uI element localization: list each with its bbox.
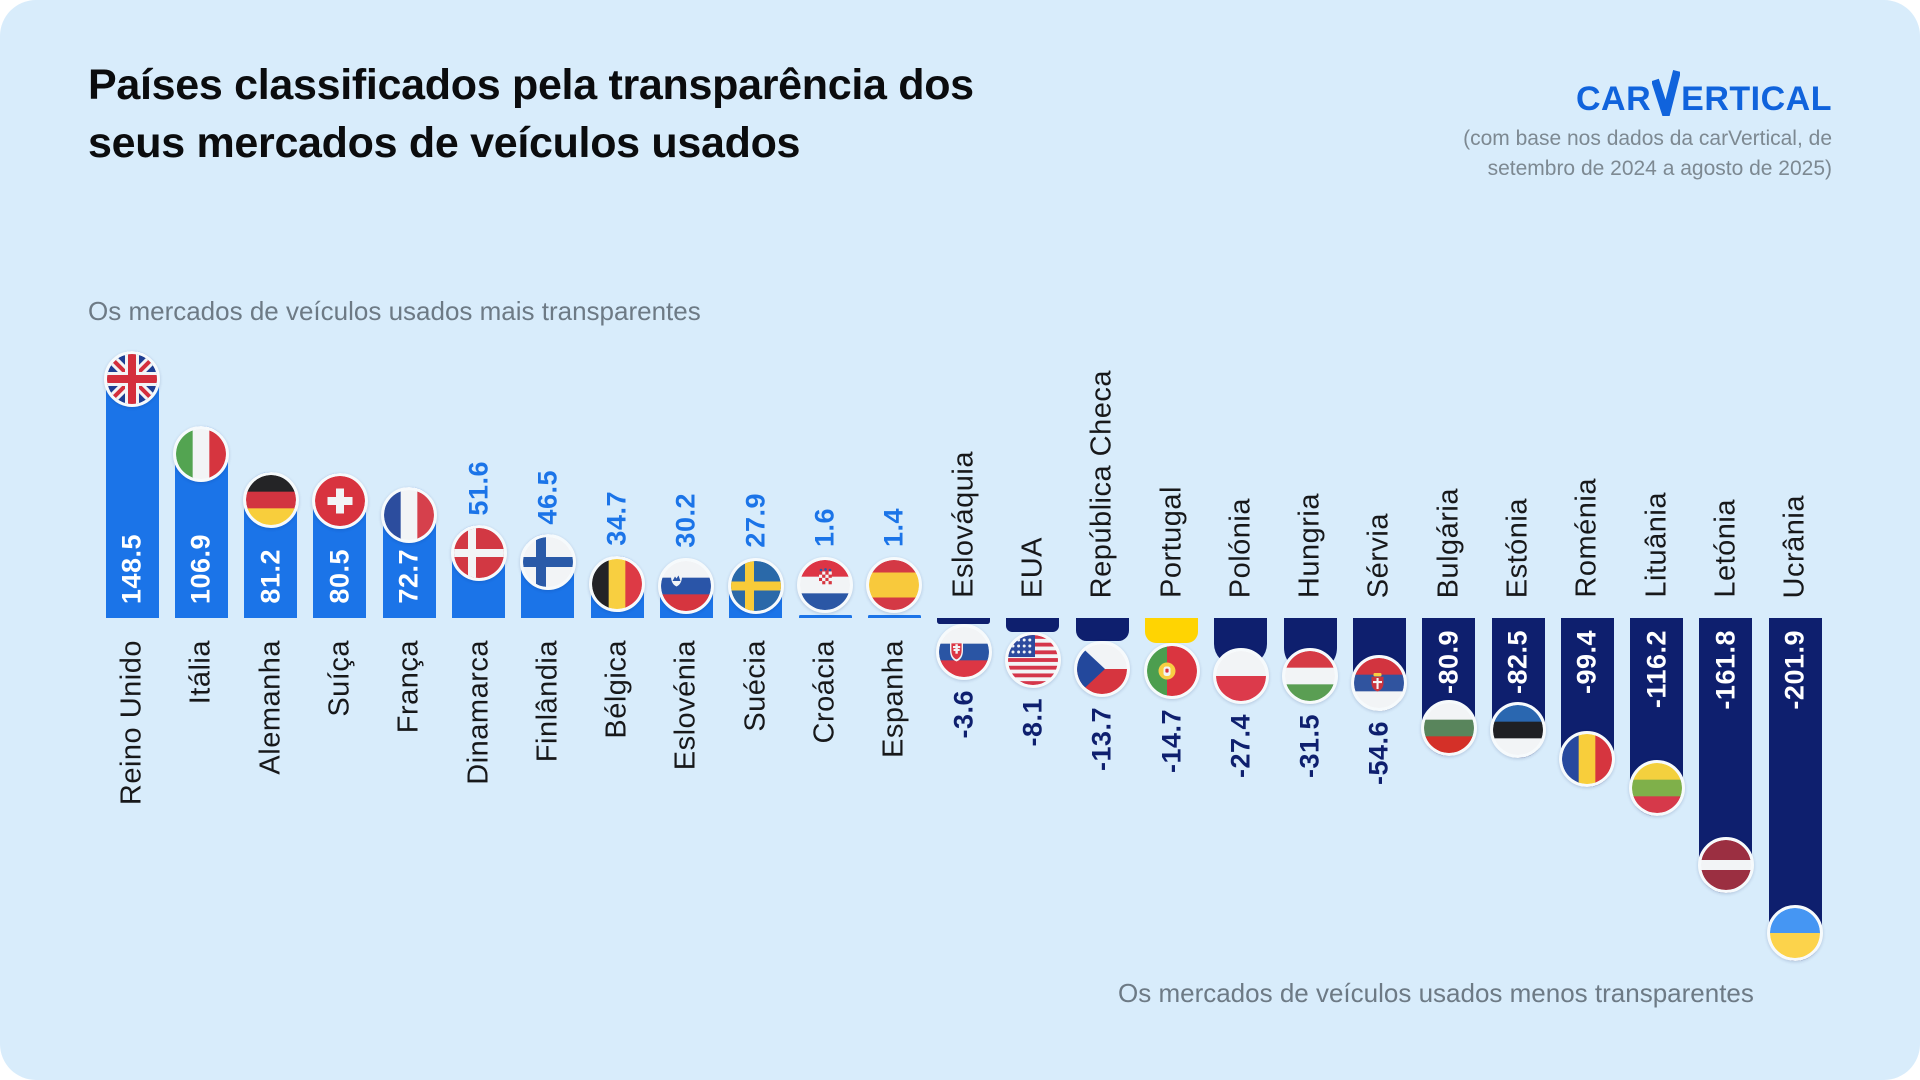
rs-flag-icon (1351, 654, 1408, 711)
sk-flag-icon (935, 624, 992, 681)
pt-flag-icon (1143, 642, 1200, 699)
logo-text-suffix: ERTICAL (1681, 80, 1832, 118)
value-label-espanha: 1.4 (878, 507, 909, 547)
se-flag-icon (727, 558, 784, 614)
country-label-romenia: Roménia (1570, 478, 1603, 598)
us-flag-icon (1004, 631, 1061, 688)
country-label-suecia: Suécia (739, 640, 772, 732)
lt-flag-icon (1628, 759, 1685, 816)
page-title-line2: seus mercados de veículos usados (88, 119, 801, 167)
country-label-eslovenia: Eslovénia (669, 640, 702, 771)
de-flag-icon (242, 471, 299, 528)
least-transparent-label: Os mercados de veículos usados menos tra… (1118, 978, 1754, 1008)
value-label-suica: 80.5 (324, 549, 355, 604)
value-label-italia: 106.9 (185, 533, 216, 604)
ua-flag-icon (1767, 905, 1824, 962)
value-label-eslovaquia: -3.6 (948, 690, 979, 739)
value-label-croacia: 1.6 (809, 507, 840, 547)
country-label-eslovaquia: Eslováquia (947, 451, 980, 598)
page-title: Países classificados pela transparência … (88, 56, 974, 172)
bar-croacia (798, 615, 852, 618)
ee-flag-icon (1490, 702, 1546, 759)
country-label-dinamarca: Dinamarca (462, 640, 494, 785)
country-label-finlandia: Finlândia (531, 640, 564, 763)
value-label-letonia: -161.8 (1710, 630, 1741, 710)
bar-portugal (1145, 618, 1198, 643)
cz-flag-icon (1074, 641, 1131, 698)
country-label-letonia: Letónia (1709, 499, 1742, 598)
value-label-dinamarca: 51.6 (463, 460, 493, 516)
data-source-note-line2: setembro de 2024 a agosto de 2025) (1487, 157, 1832, 180)
value-label-eslovenia: 30.2 (670, 493, 701, 548)
value-label-hungria: -31.5 (1294, 714, 1325, 779)
country-label-italia: Itália (184, 640, 217, 705)
carvertical-logo: CAR ERTICAL (1576, 70, 1832, 116)
country-label-polonia: Polónia (1224, 497, 1257, 598)
country-label-republica-checa: República Checa (1085, 369, 1118, 598)
value-label-servia: -54.6 (1363, 720, 1394, 785)
country-label-franca: França (392, 640, 425, 734)
bar-republica-checa (1075, 618, 1129, 642)
value-label-lituania: -116.2 (1641, 630, 1672, 709)
value-label-suecia: 27.9 (740, 493, 771, 548)
country-label-alemanha: Alemanha (254, 640, 287, 775)
country-label-ucrania: Ucrânia (1778, 494, 1811, 598)
value-label-franca: 72.7 (393, 549, 424, 604)
be-flag-icon (589, 555, 646, 612)
logo-text-prefix: CAR (1576, 80, 1652, 118)
country-label-portugal: Portugal (1155, 485, 1187, 598)
country-label-eua: EUA (1016, 536, 1049, 598)
bg-flag-icon (1420, 699, 1477, 756)
value-label-alemanha: 81.2 (255, 549, 286, 604)
value-label-bulgaria: -80.9 (1433, 630, 1464, 695)
fi-flag-icon (519, 534, 576, 591)
country-label-bulgaria: Bulgária (1432, 487, 1465, 598)
page-title-line1: Países classificados pela transparência … (88, 61, 974, 109)
country-label-suica: Suíça (323, 640, 356, 717)
country-label-reino-unido: Reino Unido (115, 640, 148, 806)
lv-flag-icon (1697, 837, 1754, 894)
country-label-espanha: Espanha (877, 640, 910, 758)
si-flag-icon (658, 558, 715, 614)
most-transparent-label: Os mercados de veículos usados mais tran… (88, 296, 701, 326)
country-label-estonia: Estónia (1501, 497, 1534, 598)
value-label-polonia: -27.4 (1225, 714, 1256, 779)
value-label-reino-unido: 148.5 (116, 533, 147, 604)
bar-eua (1006, 618, 1060, 632)
data-source-note: (com base nos dados da carVertical, de s… (1463, 124, 1832, 184)
value-label-portugal: -14.7 (1156, 708, 1186, 774)
value-label-finlandia: 46.5 (532, 469, 563, 525)
bar-ucrania (1768, 618, 1822, 962)
country-label-belgica: Bélgica (600, 640, 633, 739)
data-source-note-line1: (com base nos dados da carVertical, de (1463, 127, 1832, 150)
hu-flag-icon (1282, 648, 1339, 704)
dk-flag-icon (450, 525, 507, 582)
value-label-estonia: -82.5 (1502, 630, 1533, 695)
fr-flag-icon (381, 487, 438, 544)
value-label-eua: -8.1 (1017, 697, 1048, 747)
gb-flag-icon (104, 350, 160, 407)
ro-flag-icon (1559, 730, 1616, 787)
logo-check-v-icon (1652, 70, 1681, 116)
country-label-croacia: Croácia (808, 640, 841, 744)
ch-flag-icon (311, 473, 368, 530)
es-flag-icon (866, 557, 923, 613)
value-label-ucrania: -201.9 (1779, 630, 1810, 710)
country-label-lituania: Lituânia (1640, 492, 1673, 598)
country-label-hungria: Hungria (1293, 492, 1326, 598)
country-label-servia: Sérvia (1362, 512, 1395, 598)
value-label-romenia: -99.4 (1571, 630, 1602, 695)
it-flag-icon (173, 425, 230, 482)
hr-flag-icon (797, 557, 853, 613)
value-label-belgica: 34.7 (601, 490, 632, 546)
pl-flag-icon (1212, 648, 1269, 704)
value-label-republica-checa: -13.7 (1086, 707, 1117, 772)
bar-eslovaquia (937, 618, 991, 625)
bar-espanha (867, 615, 921, 618)
